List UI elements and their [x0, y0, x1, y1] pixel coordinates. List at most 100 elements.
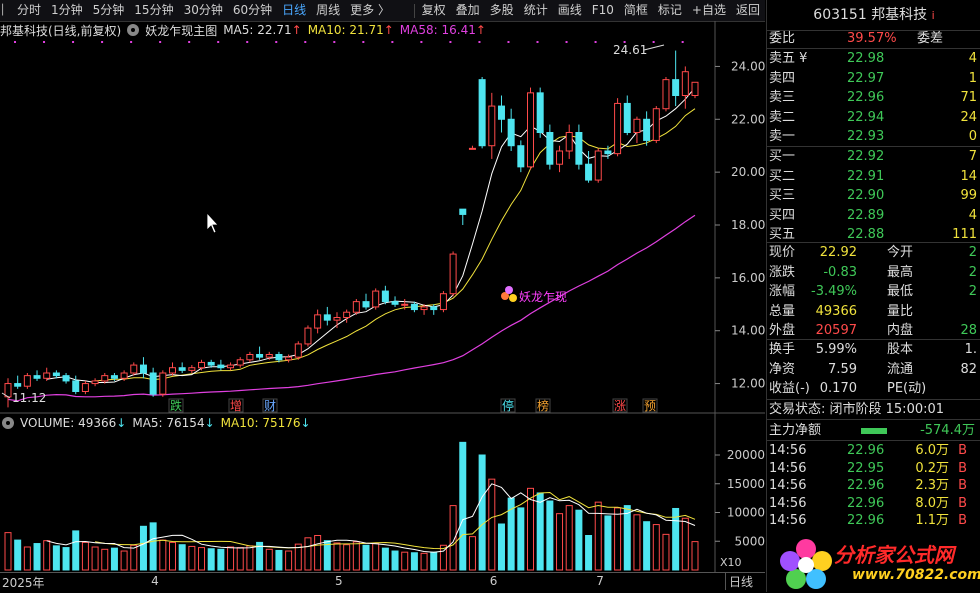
volume-bar — [343, 544, 351, 571]
top-marker-dot — [246, 41, 249, 43]
low-arrow-icon — [1, 392, 11, 399]
volume-gear-icon[interactable] — [2, 417, 14, 429]
signal-dot — [501, 292, 509, 300]
flower-logo-icon — [780, 539, 832, 589]
volume-bar — [623, 505, 631, 571]
volume-tick-label: 10000 — [727, 506, 765, 520]
candle — [275, 354, 283, 361]
top-marker-dot — [391, 41, 394, 43]
add-watchlist-button[interactable]: +自选 — [691, 3, 726, 17]
top-marker-dot — [565, 41, 568, 43]
stock-code: 603151 — [813, 7, 867, 23]
candle — [4, 383, 12, 398]
f10-button[interactable]: F10 — [591, 3, 614, 17]
volume-ma5-down-arrow-icon: ↓ — [204, 416, 215, 430]
volume-bar — [43, 540, 51, 571]
period-1min[interactable]: 1分钟 — [51, 3, 83, 17]
period-more[interactable]: 更多 〉 — [350, 3, 390, 17]
tick-time: 14:56 — [769, 478, 807, 493]
panel-divider — [767, 339, 980, 340]
candle — [381, 290, 389, 303]
event-tag: 涨 — [614, 398, 626, 413]
volume-bar — [120, 550, 128, 571]
sell-level-label: 卖五 ¥ — [769, 51, 808, 66]
candle — [33, 375, 41, 379]
quote-label: 今开 — [887, 245, 914, 260]
overlay-button[interactable]: 叠加 — [455, 3, 480, 17]
stat-label: 流通 — [887, 361, 914, 377]
ma58-label: MA58: 16.41 — [399, 23, 476, 37]
simple-frame-button[interactable]: 简框 — [623, 3, 648, 17]
tick-side: B — [958, 495, 967, 511]
period-intraday[interactable]: 分时 — [17, 3, 42, 17]
quote-value: -0.83 — [823, 264, 857, 280]
tick-price: 22.96 — [847, 513, 885, 528]
period-60min[interactable]: 60分钟 — [232, 3, 273, 17]
volume-bar — [468, 536, 476, 571]
period-30min[interactable]: 30分钟 — [183, 3, 223, 17]
back-button[interactable]: 返回 — [735, 3, 760, 17]
volume-bar — [101, 548, 109, 571]
volume-label: VOLUME: 49366 — [20, 416, 117, 430]
info-icon[interactable]: i — [931, 9, 935, 22]
buy-price: 22.91 — [847, 168, 885, 184]
stock-header: 603151 邦基科技 i — [767, 0, 980, 31]
candle — [614, 102, 622, 155]
period-daily[interactable]: 日线 — [282, 3, 307, 17]
quote-row: 外盘 20597 内盘 28 — [767, 321, 980, 340]
tick-side: B — [958, 513, 967, 528]
quote-label: 现价 — [769, 245, 796, 260]
multi-stock-button[interactable]: 多股 — [489, 3, 514, 17]
gear-icon[interactable] — [127, 24, 140, 36]
candle — [556, 150, 564, 165]
main-flow-label: 主力净额 — [769, 423, 822, 438]
draw-line-button[interactable]: 画线 — [557, 3, 582, 17]
period-5min[interactable]: 5分钟 — [92, 3, 125, 17]
candle — [110, 375, 118, 379]
kline-chart[interactable]: 12.00 14.00 16.00 18.00 20.00 22.00 24.00 5000 1… — [0, 0, 766, 572]
panel-divider — [767, 146, 980, 147]
volume-bar — [430, 551, 438, 571]
volume-bar — [633, 514, 641, 571]
candle — [391, 301, 399, 305]
stat-value: 1. — [964, 342, 977, 357]
y-tick-label: 16.00 — [731, 271, 765, 285]
mark-button[interactable]: 标记 — [657, 3, 682, 17]
formula-name[interactable]: 妖龙乍现主图 — [145, 23, 218, 38]
candle — [439, 293, 447, 311]
nav-left-arrow-icon[interactable]: ▏ — [2, 5, 10, 16]
quote-label: 量比 — [887, 303, 914, 319]
candle — [294, 343, 302, 358]
volume-ma10-line — [95, 491, 696, 550]
tick-amount: 2.3万 — [915, 478, 949, 493]
y-tick-label: 14.00 — [731, 324, 765, 338]
quote-value: 2 — [968, 264, 977, 280]
sell-volume: 24 — [960, 109, 977, 125]
panel-divider — [767, 419, 980, 420]
period-weekly[interactable]: 周线 — [316, 3, 341, 17]
sell-volume: 4 — [968, 51, 977, 66]
candle — [401, 303, 409, 306]
main-indicator-bar: 邦基科技(日线,前复权) 妖龙乍现主图 MA5: 22.71 ↑ MA10: 21… — [0, 21, 715, 39]
volume-bar — [256, 541, 264, 571]
candle — [565, 132, 573, 152]
volume-bar — [314, 535, 322, 571]
statistics-button[interactable]: 统计 — [523, 3, 548, 17]
stat-row: 净资 7.59 流通 82 — [767, 360, 980, 379]
volume-bar — [556, 513, 564, 571]
tick-row: 14:56 22.96 2.3万 B — [767, 476, 980, 495]
sell-row: 卖一 22.93 0 — [767, 127, 980, 146]
volume-bar — [198, 547, 206, 571]
candle — [14, 383, 22, 387]
mouse-cursor-icon — [206, 211, 219, 234]
candle — [52, 372, 60, 377]
period-15min[interactable]: 15分钟 — [134, 3, 174, 17]
date-axis: 2025年 4 5 6 7 日线 — [0, 572, 765, 593]
period-label[interactable]: 日线 — [725, 573, 753, 590]
quote-value: 49366 — [815, 303, 857, 319]
volume-bar — [72, 530, 80, 571]
tick-side: B — [958, 460, 967, 476]
restore-rights-button[interactable]: 复权 — [421, 3, 446, 17]
y-tick-label: 12.00 — [731, 377, 765, 391]
volume-bar — [410, 552, 418, 571]
